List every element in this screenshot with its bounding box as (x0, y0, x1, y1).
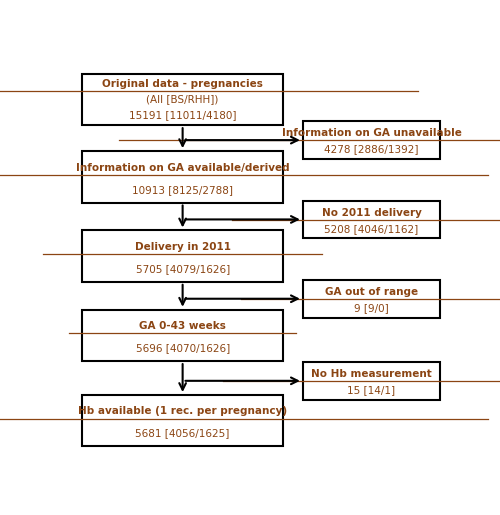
Text: (All [BS/RHH]): (All [BS/RHH]) (146, 94, 219, 105)
Text: 4278 [2886/1392]: 4278 [2886/1392] (324, 145, 419, 154)
Text: 10913 [8125/2788]: 10913 [8125/2788] (132, 185, 233, 195)
Text: 5681 [4056/1625]: 5681 [4056/1625] (136, 428, 230, 439)
FancyBboxPatch shape (303, 201, 440, 238)
Text: 9 [9/0]: 9 [9/0] (354, 303, 389, 313)
Text: Hb available (1 rec. per pregnancy): Hb available (1 rec. per pregnancy) (78, 406, 287, 417)
Text: No 2011 delivery: No 2011 delivery (322, 208, 422, 218)
Text: 15 [14/1]: 15 [14/1] (348, 385, 396, 395)
FancyBboxPatch shape (82, 395, 283, 447)
FancyBboxPatch shape (303, 362, 440, 400)
Text: GA out of range: GA out of range (325, 287, 418, 297)
Text: GA 0-43 weeks: GA 0-43 weeks (139, 321, 226, 331)
FancyBboxPatch shape (303, 122, 440, 159)
Text: 5696 [4070/1626]: 5696 [4070/1626] (136, 344, 230, 353)
Text: Information on GA available/derived: Information on GA available/derived (76, 163, 290, 173)
Text: Original data - pregnancies: Original data - pregnancies (102, 79, 263, 89)
Text: Information on GA unavailable: Information on GA unavailable (282, 128, 462, 139)
FancyBboxPatch shape (82, 230, 283, 282)
Text: 15191 [11011/4180]: 15191 [11011/4180] (129, 110, 236, 120)
FancyBboxPatch shape (82, 310, 283, 361)
Text: No Hb measurement: No Hb measurement (311, 369, 432, 379)
FancyBboxPatch shape (82, 74, 283, 125)
Text: 5705 [4079/1626]: 5705 [4079/1626] (136, 264, 230, 274)
Text: Delivery in 2011: Delivery in 2011 (134, 242, 230, 252)
FancyBboxPatch shape (82, 151, 283, 202)
FancyBboxPatch shape (303, 280, 440, 318)
Text: 5208 [4046/1162]: 5208 [4046/1162] (324, 224, 418, 234)
